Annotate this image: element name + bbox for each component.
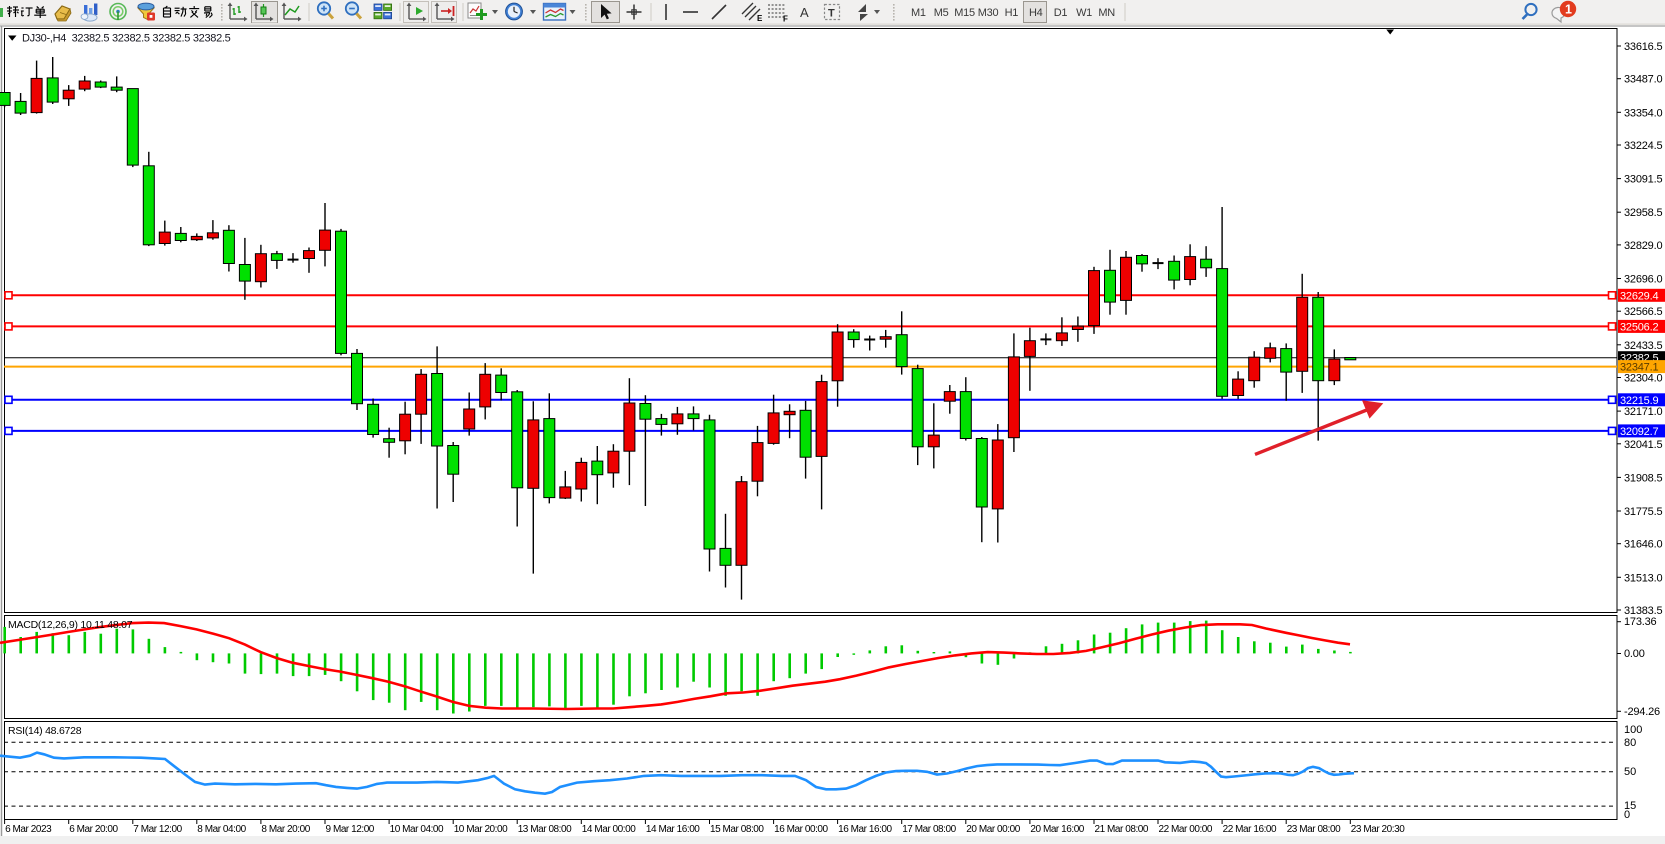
svg-text:16 Mar 00:00: 16 Mar 00:00 bbox=[774, 824, 828, 835]
svg-text:32304.0: 32304.0 bbox=[1624, 373, 1662, 385]
svg-text:M15: M15 bbox=[954, 7, 975, 19]
svg-text:M1: M1 bbox=[911, 7, 926, 19]
svg-text:31775.5: 31775.5 bbox=[1624, 506, 1662, 518]
svg-text:33091.5: 33091.5 bbox=[1624, 174, 1662, 186]
svg-text:20 Mar 00:00: 20 Mar 00:00 bbox=[966, 824, 1020, 835]
svg-text:6 Mar 2023: 6 Mar 2023 bbox=[5, 824, 52, 835]
svg-text:32958.5: 32958.5 bbox=[1624, 207, 1662, 219]
svg-text:9 Mar 12:00: 9 Mar 12:00 bbox=[326, 824, 375, 835]
svg-text:H4: H4 bbox=[1029, 7, 1043, 19]
svg-text:23 Mar 20:30: 23 Mar 20:30 bbox=[1351, 824, 1405, 835]
svg-text:15 Mar 08:00: 15 Mar 08:00 bbox=[710, 824, 764, 835]
svg-text:M30: M30 bbox=[978, 7, 999, 19]
svg-text:0: 0 bbox=[1624, 809, 1630, 821]
svg-text:MN: MN bbox=[1098, 7, 1115, 19]
svg-text:8 Mar 04:00: 8 Mar 04:00 bbox=[197, 824, 246, 835]
svg-text:31908.5: 31908.5 bbox=[1624, 472, 1662, 484]
svg-text:32347.1: 32347.1 bbox=[1620, 362, 1658, 374]
svg-text:W1: W1 bbox=[1076, 7, 1092, 19]
svg-text:32629.4: 32629.4 bbox=[1620, 290, 1658, 302]
svg-text:10 Mar 04:00: 10 Mar 04:00 bbox=[390, 824, 444, 835]
svg-text:32171.0: 32171.0 bbox=[1624, 406, 1662, 418]
svg-text:RSI(14) 48.6728: RSI(14) 48.6728 bbox=[8, 725, 82, 737]
svg-text:50: 50 bbox=[1624, 766, 1636, 778]
svg-text:E: E bbox=[757, 14, 763, 23]
svg-text:31513.0: 31513.0 bbox=[1624, 572, 1662, 584]
svg-text:33224.5: 33224.5 bbox=[1624, 140, 1662, 152]
svg-text:33616.5: 33616.5 bbox=[1624, 41, 1662, 53]
svg-text:F: F bbox=[783, 15, 788, 24]
svg-text:32566.5: 32566.5 bbox=[1624, 306, 1662, 318]
svg-text:16 Mar 16:00: 16 Mar 16:00 bbox=[838, 824, 892, 835]
svg-text:D1: D1 bbox=[1054, 7, 1068, 19]
svg-text:15: 15 bbox=[1624, 800, 1636, 812]
svg-text:22 Mar 16:00: 22 Mar 16:00 bbox=[1223, 824, 1277, 835]
svg-text:13 Mar 08:00: 13 Mar 08:00 bbox=[518, 824, 572, 835]
svg-text:32092.7: 32092.7 bbox=[1620, 426, 1658, 438]
svg-text:-294.26: -294.26 bbox=[1624, 706, 1660, 718]
svg-text:14 Mar 16:00: 14 Mar 16:00 bbox=[646, 824, 700, 835]
svg-text:173.36: 173.36 bbox=[1624, 616, 1657, 628]
svg-text:7 Mar 12:00: 7 Mar 12:00 bbox=[133, 824, 182, 835]
svg-text:MACD(12,26,9) 10.11 48.07: MACD(12,26,9) 10.11 48.07 bbox=[8, 619, 133, 631]
svg-text:31383.5: 31383.5 bbox=[1624, 605, 1662, 617]
svg-text:32829.0: 32829.0 bbox=[1624, 240, 1662, 252]
svg-text:80: 80 bbox=[1624, 737, 1636, 749]
svg-text:A: A bbox=[800, 5, 809, 20]
svg-text:M5: M5 bbox=[934, 7, 949, 19]
svg-text:20 Mar 16:00: 20 Mar 16:00 bbox=[1030, 824, 1084, 835]
svg-text:H1: H1 bbox=[1005, 7, 1019, 19]
svg-text:32041.5: 32041.5 bbox=[1624, 439, 1662, 451]
svg-text:32506.2: 32506.2 bbox=[1620, 321, 1658, 333]
svg-text:T: T bbox=[828, 8, 835, 20]
svg-text:14 Mar 00:00: 14 Mar 00:00 bbox=[582, 824, 636, 835]
svg-text:6 Mar 20:00: 6 Mar 20:00 bbox=[69, 824, 118, 835]
svg-text:33354.0: 33354.0 bbox=[1624, 107, 1662, 119]
svg-text:DJ30-,H4 32382.5 32382.5 3238: DJ30-,H4 32382.5 32382.5 32382.5 32382.5 bbox=[22, 33, 231, 45]
svg-text:0.00: 0.00 bbox=[1624, 648, 1645, 660]
svg-text:17 Mar 08:00: 17 Mar 08:00 bbox=[902, 824, 956, 835]
svg-text:10 Mar 20:00: 10 Mar 20:00 bbox=[454, 824, 508, 835]
svg-text:21 Mar 08:00: 21 Mar 08:00 bbox=[1095, 824, 1149, 835]
svg-text:100: 100 bbox=[1624, 724, 1642, 736]
svg-text:31646.0: 31646.0 bbox=[1624, 539, 1662, 551]
svg-text:32433.5: 32433.5 bbox=[1624, 340, 1662, 352]
svg-text:32696.0: 32696.0 bbox=[1624, 274, 1662, 286]
svg-text:8 Mar 20:00: 8 Mar 20:00 bbox=[261, 824, 310, 835]
svg-text:32215.9: 32215.9 bbox=[1620, 395, 1658, 407]
svg-text:22 Mar 00:00: 22 Mar 00:00 bbox=[1159, 824, 1213, 835]
svg-text:33487.0: 33487.0 bbox=[1624, 74, 1662, 86]
svg-text:23 Mar 08:00: 23 Mar 08:00 bbox=[1287, 824, 1341, 835]
svg-text:1: 1 bbox=[1565, 3, 1572, 17]
